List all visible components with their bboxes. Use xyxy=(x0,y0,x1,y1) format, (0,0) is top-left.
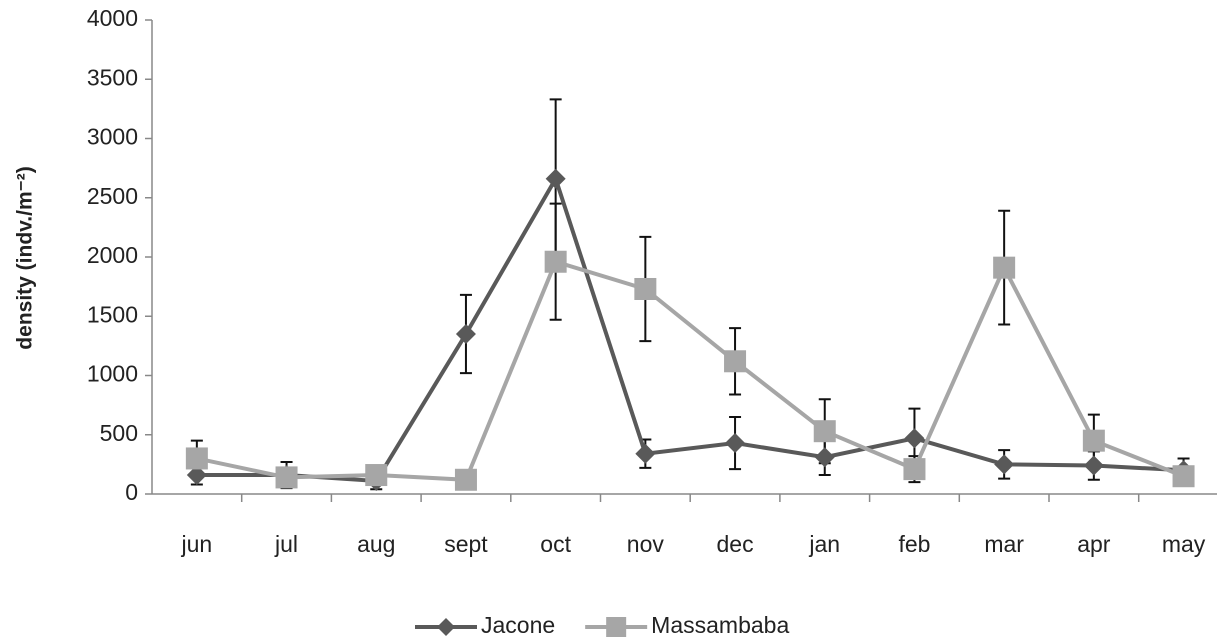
x-tick-label: nov xyxy=(627,531,665,557)
legend-label: Massambaba xyxy=(651,612,789,638)
data-point xyxy=(365,464,388,487)
data-point xyxy=(903,458,926,481)
data-point xyxy=(275,466,298,489)
data-point xyxy=(1082,429,1105,452)
data-point xyxy=(994,454,1015,475)
y-tick-label: 2000 xyxy=(87,242,138,268)
x-tick-label: sept xyxy=(444,531,488,557)
data-point xyxy=(634,277,657,300)
data-point xyxy=(186,465,207,486)
series-line xyxy=(196,173,1184,484)
y-tick-label: 2500 xyxy=(87,183,138,209)
x-tick-label: apr xyxy=(1077,531,1111,557)
y-tick-label: 3000 xyxy=(87,124,138,150)
y-tick-label: 1000 xyxy=(87,361,138,387)
data-point xyxy=(455,324,476,345)
data-point xyxy=(1083,455,1104,476)
x-tick-label: jun xyxy=(180,531,212,557)
data-point xyxy=(725,433,746,454)
data-point xyxy=(814,447,835,468)
x-tick-label: jul xyxy=(274,531,298,557)
x-tick-label: mar xyxy=(984,531,1024,557)
x-tick-label: may xyxy=(1162,531,1206,557)
x-tick-label: aug xyxy=(357,531,395,557)
data-point xyxy=(185,447,208,470)
data-point xyxy=(1172,465,1195,488)
legend-marker xyxy=(606,617,627,637)
data-point xyxy=(544,250,567,273)
x-tick-label: jan xyxy=(808,531,840,557)
data-point xyxy=(993,256,1016,279)
data-point xyxy=(724,350,747,373)
series-line xyxy=(196,259,1185,482)
y-tick-label: 500 xyxy=(100,420,138,446)
x-tick-label: oct xyxy=(540,531,571,557)
data-point xyxy=(545,168,566,189)
x-tick-label: feb xyxy=(898,531,930,557)
y-axis-label: density (indv./m⁻²) xyxy=(14,166,37,349)
y-tick-label: 4000 xyxy=(87,5,138,31)
data-point xyxy=(904,428,925,449)
y-tick-label: 3500 xyxy=(87,64,138,90)
data-point xyxy=(454,468,477,491)
legend-label: Jacone xyxy=(481,612,555,638)
legend-marker xyxy=(437,618,455,636)
x-tick-label: dec xyxy=(717,531,754,557)
data-point xyxy=(813,420,836,443)
data-point xyxy=(635,443,656,464)
y-tick-label: 1500 xyxy=(87,301,138,327)
y-tick-label: 0 xyxy=(125,479,138,505)
